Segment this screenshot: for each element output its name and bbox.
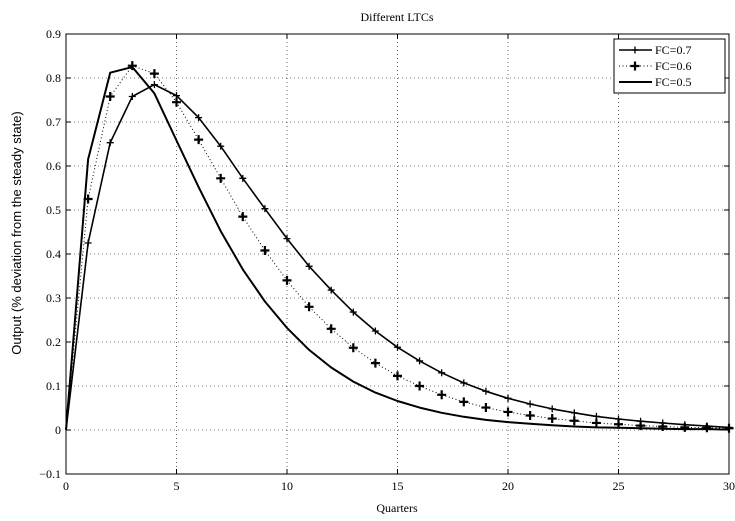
data-point xyxy=(260,245,270,255)
data-point xyxy=(195,114,203,122)
x-tick-label: 30 xyxy=(723,479,735,493)
data-point xyxy=(548,405,556,413)
data-point xyxy=(84,239,92,247)
data-point xyxy=(415,381,425,391)
data-point xyxy=(349,308,357,316)
data-point xyxy=(504,394,512,402)
x-tick-label: 15 xyxy=(392,479,404,493)
x-tick-label: 20 xyxy=(502,479,514,493)
data-point xyxy=(172,97,181,107)
data-point xyxy=(547,414,557,424)
data-point xyxy=(261,205,269,213)
data-point xyxy=(438,369,446,377)
y-axis-label: Output (% deviation from the steady stat… xyxy=(9,111,24,355)
data-point xyxy=(282,275,292,285)
y-tick-label: 0.9 xyxy=(46,27,61,41)
data-point xyxy=(460,379,468,387)
x-axis-label: Quarters xyxy=(376,501,418,515)
grid-lines xyxy=(66,34,729,474)
data-point xyxy=(305,262,313,270)
series-layer xyxy=(65,61,734,433)
data-point xyxy=(127,61,137,71)
data-point xyxy=(150,81,158,89)
legend-item: FC=0.7 xyxy=(619,43,691,57)
data-point xyxy=(194,135,204,145)
data-point xyxy=(239,174,247,182)
legend-marker xyxy=(630,61,640,71)
axis-ticks: 0 5 10 15 20 25 30−0.100.10.20.30.40.50.60.70.… xyxy=(39,27,735,493)
y-tick-label: 0.2 xyxy=(46,335,61,349)
data-point xyxy=(105,91,115,101)
x-tick-label: 0 xyxy=(63,479,69,493)
y-tick-label: −0.1 xyxy=(39,467,61,481)
data-point xyxy=(304,302,314,312)
data-point xyxy=(283,235,291,243)
x-tick-label: 10 xyxy=(281,479,293,493)
chart-title: Different LTCs xyxy=(361,10,434,24)
data-point xyxy=(481,403,491,413)
data-point xyxy=(437,390,447,400)
y-tick-label: 0 xyxy=(55,423,61,437)
data-point xyxy=(680,422,690,432)
legend-item: FC=0.5 xyxy=(619,75,691,89)
data-point xyxy=(149,69,159,79)
y-tick-label: 0.3 xyxy=(46,291,61,305)
data-point xyxy=(326,324,336,334)
x-tick-label: 5 xyxy=(174,479,180,493)
legend-label: FC=0.7 xyxy=(655,43,691,57)
legend-item: FC=0.6 xyxy=(619,59,691,73)
data-point xyxy=(591,418,601,428)
data-point xyxy=(371,327,379,335)
series-line xyxy=(65,66,730,431)
series-fc-0-7 xyxy=(65,81,733,431)
y-tick-label: 0.7 xyxy=(46,115,61,129)
data-point xyxy=(238,212,248,222)
y-tick-label: 0.5 xyxy=(46,203,61,217)
legend: FC=0.7 FC=0.6 FC=0.5 xyxy=(613,38,726,94)
data-point xyxy=(327,286,335,294)
legend-label: FC=0.6 xyxy=(655,59,691,73)
data-point xyxy=(482,387,490,395)
y-tick-label: 0.4 xyxy=(46,247,61,261)
data-point xyxy=(128,92,136,100)
data-point xyxy=(702,423,712,433)
x-tick-label: 25 xyxy=(613,479,625,493)
data-point xyxy=(525,410,535,420)
data-point xyxy=(416,357,424,365)
y-tick-label: 0.1 xyxy=(46,379,61,393)
legend-label: FC=0.5 xyxy=(655,75,691,89)
data-point xyxy=(217,142,225,150)
data-point xyxy=(393,371,402,381)
data-point xyxy=(348,343,358,353)
legend-marker xyxy=(631,46,639,54)
data-point xyxy=(370,358,380,368)
series-fc-0-5 xyxy=(65,66,730,431)
data-point xyxy=(394,343,401,351)
data-point xyxy=(526,400,534,408)
data-point xyxy=(459,397,469,407)
data-point xyxy=(503,407,513,417)
data-point xyxy=(569,416,579,426)
y-tick-label: 0.8 xyxy=(46,71,61,85)
data-point xyxy=(216,173,226,183)
y-tick-label: 0.6 xyxy=(46,159,61,173)
data-point xyxy=(106,139,114,147)
data-point xyxy=(570,409,578,417)
